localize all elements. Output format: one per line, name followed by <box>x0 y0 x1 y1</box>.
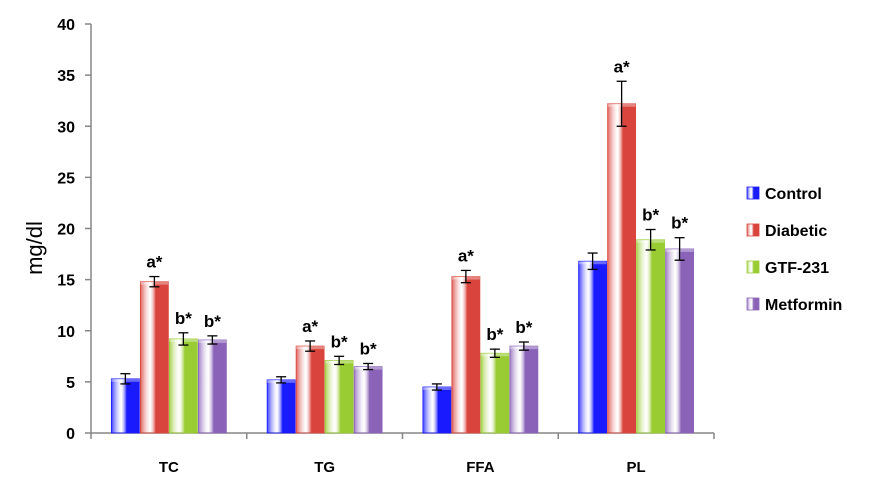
bar-gtf-231-tc <box>168 338 198 434</box>
legend-swatch <box>746 223 760 237</box>
bar-diabetic-tc <box>139 281 169 434</box>
legend-swatch <box>746 186 760 200</box>
bar-diabetic-tg <box>295 345 325 434</box>
x-tick-label: FFA <box>466 459 494 476</box>
error-bar <box>518 341 529 351</box>
legend-label: Metformin <box>765 297 842 314</box>
bar-metformin-tg <box>353 366 383 434</box>
y-tick-label: 40 <box>57 17 75 34</box>
error-bar <box>431 383 442 391</box>
y-tick-label: 10 <box>57 324 75 341</box>
bar-metformin-tc <box>197 339 227 434</box>
x-tick-label: TC <box>159 459 179 476</box>
x-tick-label: TG <box>314 459 335 476</box>
error-bar <box>616 80 627 127</box>
y-tick-label: 25 <box>57 170 75 187</box>
y-tick-label: 5 <box>66 375 75 392</box>
bar-control-tg <box>266 379 296 434</box>
error-bar <box>334 355 345 366</box>
legend-label: Control <box>765 186 822 203</box>
bar-gtf-231-pl <box>636 239 666 434</box>
significance-label: b* <box>671 214 688 233</box>
significance-label: a* <box>302 317 318 336</box>
error-bar <box>645 228 656 251</box>
legend-swatch <box>746 260 760 274</box>
error-bar <box>460 269 471 284</box>
significance-label: b* <box>486 325 503 344</box>
error-bar <box>489 348 500 358</box>
legend: Control Diabetic GTF-231 Metformin <box>746 186 842 314</box>
legend-swatch <box>746 297 760 311</box>
significance-label: b* <box>642 206 659 225</box>
significance-label: a* <box>614 57 630 76</box>
y-tick-label: 20 <box>57 222 75 239</box>
error-bar <box>674 237 685 261</box>
bar-diabetic-pl <box>607 103 637 434</box>
error-bar <box>587 252 598 271</box>
y-tick-label: 0 <box>66 426 75 443</box>
error-bar <box>363 362 374 371</box>
significance-label: a* <box>146 253 162 272</box>
significance-label: b* <box>515 318 532 337</box>
y-tick-label: 15 <box>57 273 75 290</box>
error-bar <box>120 373 131 385</box>
error-bar <box>207 335 218 345</box>
bar-gtf-231-ffa <box>480 352 510 434</box>
x-tick-label: PL <box>627 459 646 476</box>
error-bar <box>149 275 160 288</box>
bar-diabetic-ffa <box>451 276 481 434</box>
bar-control-pl <box>578 260 608 434</box>
significance-label: a* <box>458 246 474 265</box>
significance-label: b* <box>360 339 377 358</box>
y-axis-label: mg/dl <box>22 221 47 275</box>
significance-label: b* <box>204 312 221 331</box>
bar-control-ffa <box>422 386 452 434</box>
legend-label: GTF-231 <box>765 260 829 277</box>
y-tick-label: 30 <box>57 119 75 136</box>
y-tick-label: 35 <box>57 68 75 85</box>
bar-gtf-231-tg <box>324 360 354 434</box>
bar-control-tc <box>110 378 140 434</box>
significance-label: b* <box>175 309 192 328</box>
error-bar <box>305 340 316 352</box>
bars: a* b* b* a* b* b* a* b* b* a* b* b* <box>110 57 695 434</box>
significance-label: b* <box>331 332 348 351</box>
legend-label: Diabetic <box>765 223 827 240</box>
error-bar <box>276 376 287 384</box>
bar-metformin-pl <box>665 248 695 434</box>
error-bar <box>178 332 189 346</box>
bar-metformin-ffa <box>509 345 539 434</box>
